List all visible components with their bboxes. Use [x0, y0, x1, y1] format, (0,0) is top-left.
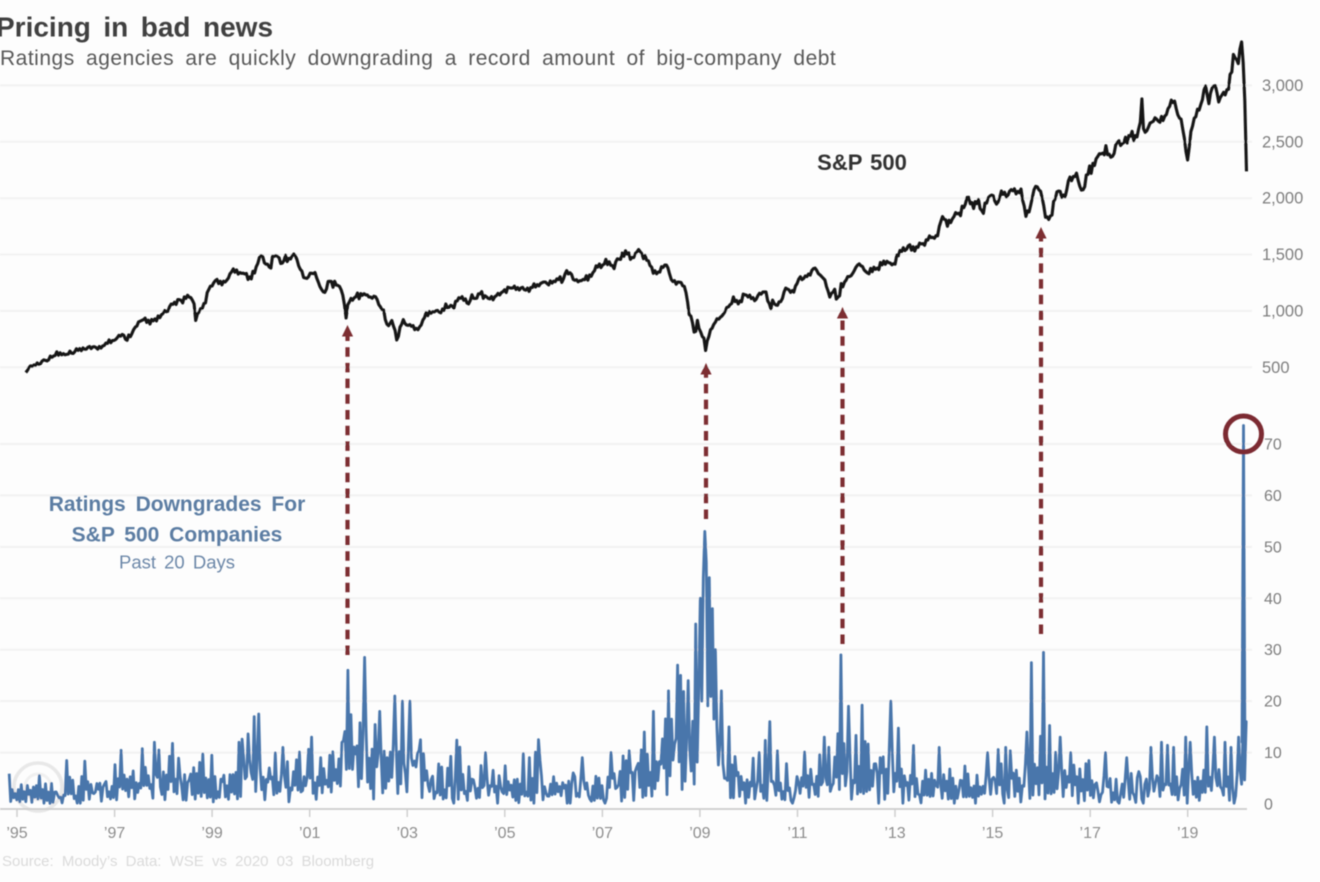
svg-text:10: 10 — [1264, 745, 1282, 762]
svg-text:Ratings agencies are quickly d: Ratings agencies are quickly downgrading… — [0, 47, 836, 70]
svg-text:70: 70 — [1264, 437, 1282, 454]
svg-text:’11: ’11 — [787, 825, 807, 842]
svg-text:2,500: 2,500 — [1262, 133, 1303, 151]
svg-text:50: 50 — [1264, 539, 1282, 556]
svg-text:0: 0 — [1264, 797, 1273, 814]
svg-text:’99: ’99 — [201, 825, 222, 842]
svg-text:’19: ’19 — [1177, 825, 1198, 842]
svg-text:60: 60 — [1264, 488, 1282, 505]
svg-text:’07: ’07 — [592, 825, 613, 842]
svg-text:30: 30 — [1264, 642, 1282, 659]
svg-text:’95: ’95 — [6, 825, 27, 842]
svg-text:’17: ’17 — [1080, 825, 1101, 842]
svg-text:Pricing in bad news: Pricing in bad news — [0, 12, 273, 43]
svg-text:’01: ’01 — [299, 825, 320, 842]
svg-text:20: 20 — [1264, 694, 1282, 711]
svg-text:S&P 500: S&P 500 — [817, 150, 907, 175]
svg-text:’05: ’05 — [494, 825, 515, 842]
svg-text:S&P 500 Companies: S&P 500 Companies — [72, 524, 283, 547]
svg-text:Ratings Downgrades For: Ratings Downgrades For — [49, 493, 306, 516]
svg-text:’13: ’13 — [884, 825, 905, 842]
svg-text:40: 40 — [1264, 591, 1282, 608]
svg-text:’97: ’97 — [104, 825, 125, 842]
svg-text:’09: ’09 — [689, 825, 710, 842]
svg-text:Source: Moody’s Data: WSE vs: Source: Moody’s Data: WSE vs 2020 03 Blo… — [2, 853, 374, 870]
svg-text:3,000: 3,000 — [1262, 77, 1303, 95]
svg-text:2,000: 2,000 — [1262, 190, 1303, 208]
svg-text:1,500: 1,500 — [1262, 246, 1303, 264]
svg-text:1,000: 1,000 — [1262, 302, 1303, 320]
svg-text:Past 20 Days: Past 20 Days — [119, 552, 235, 573]
svg-text:500: 500 — [1262, 359, 1290, 377]
svg-text:’03: ’03 — [397, 825, 418, 842]
svg-text:’15: ’15 — [982, 825, 1003, 842]
